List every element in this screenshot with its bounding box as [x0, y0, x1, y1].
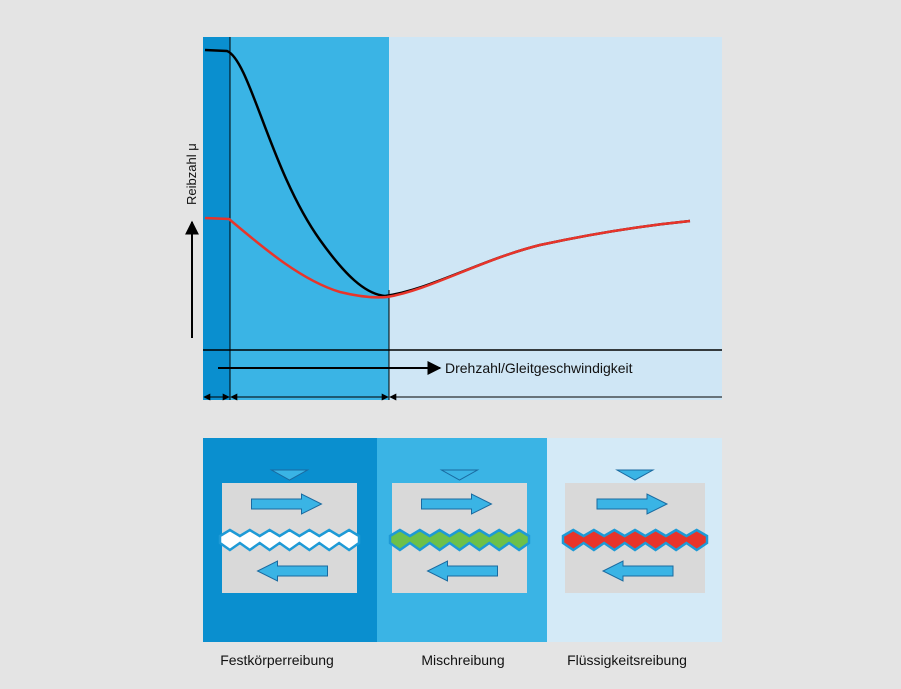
region-fluid	[389, 37, 722, 400]
regime-label: Flüssigkeitsreibung	[567, 652, 687, 668]
y-axis-label: Reibzahl μ	[184, 143, 199, 205]
diagram: Reibzahl μ Drehzahl/Gleitgeschwindigkeit…	[0, 0, 901, 684]
x-axis-label: Drehzahl/Gleitgeschwindigkeit	[445, 360, 633, 376]
panels	[203, 438, 722, 642]
region-mixed	[230, 37, 389, 400]
regime-label: Festkörperreibung	[220, 652, 334, 668]
page: Reibzahl μ Drehzahl/Gleitgeschwindigkeit…	[0, 0, 901, 684]
regime-label: Mischreibung	[421, 652, 504, 668]
